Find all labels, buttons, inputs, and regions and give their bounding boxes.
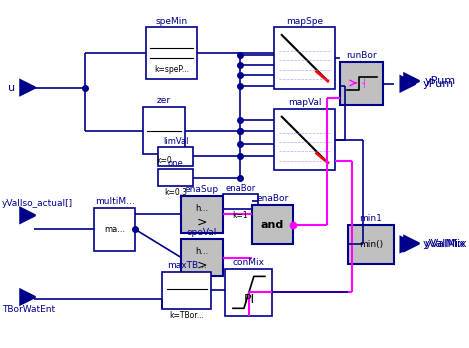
Text: k=1: k=1 xyxy=(233,211,248,220)
Bar xyxy=(182,196,223,233)
Text: ┤: ┤ xyxy=(361,78,366,88)
Text: conMix: conMix xyxy=(233,258,265,267)
Text: multiM...: multiM... xyxy=(95,197,135,206)
Bar xyxy=(274,27,335,88)
Text: k=0: k=0 xyxy=(156,156,172,165)
Bar xyxy=(158,147,194,166)
Bar xyxy=(158,169,194,186)
Text: min(): min() xyxy=(359,240,383,249)
Polygon shape xyxy=(401,76,416,91)
Text: h...: h... xyxy=(195,204,209,213)
Bar xyxy=(226,269,272,316)
Polygon shape xyxy=(404,236,419,251)
Text: mapSpe: mapSpe xyxy=(286,17,323,26)
Text: enaBor: enaBor xyxy=(256,194,288,203)
Text: opeVal: opeVal xyxy=(187,228,217,237)
Polygon shape xyxy=(20,208,35,223)
Text: >: > xyxy=(197,215,207,228)
Text: runBor: runBor xyxy=(346,52,377,60)
Text: h...: h... xyxy=(195,247,209,256)
Text: one: one xyxy=(168,159,183,168)
Text: ma...: ma... xyxy=(104,225,125,234)
Text: k=TBor...: k=TBor... xyxy=(169,311,204,320)
Bar xyxy=(162,272,212,309)
Text: PI: PI xyxy=(243,293,255,306)
Text: and: and xyxy=(261,220,284,230)
Text: min1: min1 xyxy=(360,214,382,223)
Text: mapVal: mapVal xyxy=(288,98,322,107)
Bar xyxy=(340,62,383,105)
Text: zer: zer xyxy=(157,96,171,105)
Bar xyxy=(145,27,197,79)
Text: u: u xyxy=(8,82,15,93)
Bar xyxy=(94,208,135,251)
Bar xyxy=(143,107,185,154)
Bar xyxy=(182,239,223,276)
Polygon shape xyxy=(404,73,419,88)
Text: yPum: yPum xyxy=(424,76,456,86)
Text: maxTB...: maxTB... xyxy=(167,261,207,270)
Bar xyxy=(252,205,293,244)
Text: k=0.3: k=0.3 xyxy=(164,188,187,197)
Text: k=speP...: k=speP... xyxy=(154,65,189,74)
Text: yPum: yPum xyxy=(423,79,454,89)
Text: yValMix: yValMix xyxy=(423,239,465,250)
Bar xyxy=(274,109,335,170)
Text: TBorWatEnt: TBorWatEnt xyxy=(2,304,55,314)
Text: enaSup: enaSup xyxy=(185,185,219,194)
Text: yValIso_actual[]: yValIso_actual[] xyxy=(2,199,73,208)
Text: speMin: speMin xyxy=(155,17,188,26)
Text: >: > xyxy=(197,259,207,271)
Polygon shape xyxy=(20,290,35,304)
Polygon shape xyxy=(20,80,35,95)
Bar xyxy=(348,225,394,264)
Text: enaBor: enaBor xyxy=(225,184,256,193)
Text: yValMix: yValMix xyxy=(424,238,467,248)
Text: limVal: limVal xyxy=(163,137,189,146)
Polygon shape xyxy=(401,237,416,252)
Bar xyxy=(223,194,258,209)
